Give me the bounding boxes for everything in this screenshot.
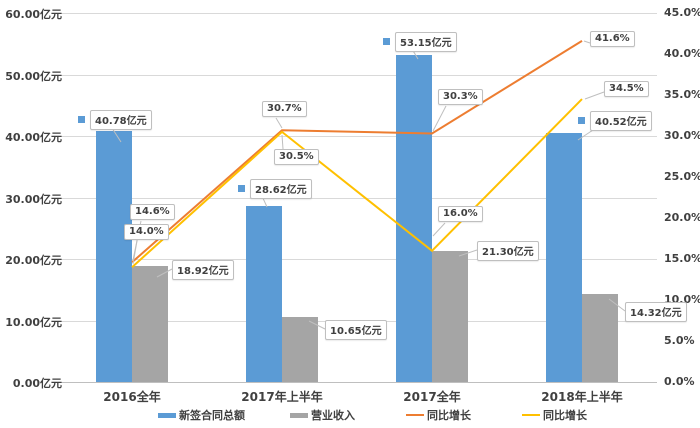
legend-item-1: 营业收入 [290, 408, 355, 422]
legend-label: 同比增长 [543, 409, 587, 422]
right-axis-tick: 20.0% [664, 211, 700, 224]
data-label: 30.7% [262, 101, 307, 117]
category-label: 2016全年 [103, 390, 161, 404]
right-axis-tick: 30.0% [664, 129, 700, 142]
legend-item-3: 同比增长 [522, 408, 587, 422]
bar-contract-cat1 [246, 205, 282, 382]
label-leader-line [432, 105, 447, 132]
data-label: 14.0% [124, 224, 169, 240]
bar-revenue-cat3 [582, 293, 618, 382]
legend-item-0: 新签合同总额 [158, 408, 245, 422]
data-label: 40.78亿元 [90, 110, 152, 130]
data-label: 53.15亿元 [395, 32, 457, 52]
data-label: 14.6% [130, 204, 175, 220]
legend-label: 新签合同总额 [179, 409, 245, 422]
right-axis-tick: 15.0% [664, 252, 700, 265]
gridline [57, 13, 657, 14]
data-label: 10.65亿元 [325, 320, 387, 340]
legend-item-2: 同比增长 [406, 408, 471, 422]
right-axis-tick: 45.0% [664, 6, 700, 19]
data-label: 30.5% [274, 149, 319, 165]
data-label: 18.92亿元 [172, 260, 234, 280]
left-axis-tick: 50.00亿元 [5, 69, 62, 83]
legend-line-key-icon [406, 413, 424, 417]
legend-line-key-icon [522, 413, 540, 417]
bar-revenue-cat2 [432, 251, 468, 382]
bar-contract-cat0 [96, 131, 132, 382]
data-label: 34.5% [604, 81, 649, 97]
category-label: 2017年上半年 [241, 390, 323, 404]
x-axis-line [57, 382, 657, 383]
left-axis-tick: 0.00亿元 [12, 377, 62, 390]
left-axis-tick: 20.00亿元 [5, 254, 62, 267]
data-label: 30.3% [438, 89, 483, 105]
legend-bar-key-icon [290, 412, 308, 418]
category-label: 2017全年 [403, 390, 461, 404]
data-label: 28.62亿元 [250, 179, 312, 199]
data-label: 40.52亿元 [590, 111, 652, 131]
left-axis-tick: 10.00亿元 [5, 315, 62, 329]
bar-contract-cat2 [396, 55, 432, 382]
gridline [57, 74, 657, 76]
right-axis-tick: 35.0% [664, 88, 700, 101]
bar-revenue-cat1 [282, 316, 318, 382]
right-axis-tick: 5.0% [664, 334, 695, 347]
label-leader-line [432, 222, 446, 237]
bar-contract-cat3 [546, 132, 582, 382]
left-axis-tick: 60.00亿元 [5, 8, 62, 21]
data-label: 14.32亿元 [625, 302, 687, 322]
left-axis-tick: 40.00亿元 [5, 131, 62, 144]
category-label: 2018年上半年 [541, 390, 623, 404]
right-axis-tick: 0.0% [664, 375, 695, 388]
right-axis-tick: 40.0% [664, 47, 700, 60]
series-key-square [383, 38, 390, 45]
left-axis-tick: 30.00亿元 [5, 192, 62, 206]
bar-revenue-cat0 [132, 265, 168, 382]
right-axis-tick: 25.0% [664, 170, 700, 183]
series-key-square [238, 185, 245, 192]
data-label: 41.6% [590, 31, 635, 47]
legend-bar-key-icon [158, 412, 176, 418]
label-leader-line [281, 134, 284, 150]
legend-label: 营业收入 [311, 409, 355, 422]
label-leader-line [584, 91, 605, 100]
series-key-square [578, 117, 585, 124]
label-leader-line [275, 117, 283, 129]
data-label: 21.30亿元 [477, 241, 539, 261]
data-label: 16.0% [438, 206, 483, 222]
legend-label: 同比增长 [427, 409, 471, 422]
label-leader-line [132, 240, 138, 265]
series-key-square [78, 116, 85, 123]
